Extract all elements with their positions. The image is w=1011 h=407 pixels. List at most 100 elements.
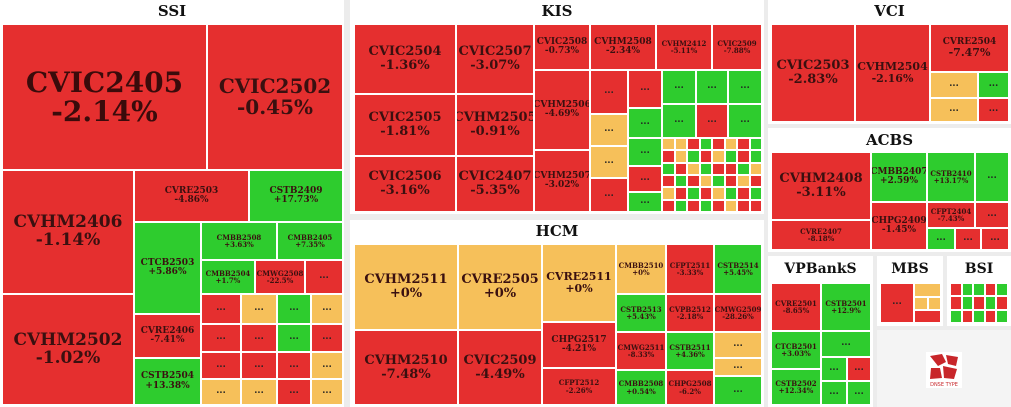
mini-tile[interactable]	[674, 187, 687, 200]
tile-ssi-4[interactable]: CVRE2503 -4.86%	[134, 170, 249, 222]
tile-kis-3[interactable]: CVIC2508 -0.73%	[534, 24, 590, 70]
tile-kis-more-c[interactable]: ...	[662, 70, 696, 104]
tile-vci-more-a[interactable]: ...	[930, 72, 978, 98]
tile-vpbanks-more-d[interactable]: ...	[821, 381, 847, 405]
tile-vpbanks-3[interactable]: CTCB2501 +3.03%	[771, 331, 821, 369]
mini-tile[interactable]	[662, 174, 675, 188]
mini-tile[interactable]	[724, 187, 737, 200]
tile-kis-more-n[interactable]: ...	[628, 166, 662, 192]
mini-tile[interactable]	[674, 150, 687, 163]
mini-tile[interactable]	[674, 199, 687, 212]
mini-tile[interactable]	[699, 199, 712, 212]
tile-kis-more-h[interactable]: ...	[662, 104, 696, 138]
tile-ssi-more-e[interactable]: ...	[311, 294, 343, 324]
tile-kis-more-i[interactable]: ...	[696, 104, 728, 138]
tile-kis-2[interactable]: CVIC2507 -3.07%	[456, 24, 534, 94]
mini-tile[interactable]	[712, 187, 725, 200]
mini-tile[interactable]	[749, 187, 762, 200]
mini-tile[interactable]	[928, 297, 941, 310]
mini-tile[interactable]	[724, 138, 737, 151]
mini-tile[interactable]	[687, 187, 700, 200]
tile-acbs-3[interactable]: CSTB2410 +13.17%	[927, 152, 975, 202]
tile-mbs-more-a[interactable]: ...	[880, 283, 914, 323]
mini-tile[interactable]	[687, 150, 700, 163]
tile-hcm-11[interactable]: CMWG2511 -8.33%	[616, 332, 666, 370]
tile-ssi-more-k[interactable]: ...	[241, 352, 277, 379]
tile-ssi-more-a[interactable]: ...	[305, 260, 343, 294]
tile-vpbanks-more-b[interactable]: ...	[821, 357, 847, 381]
tile-kis-more-b[interactable]: ...	[628, 70, 662, 108]
tile-ssi-more-f[interactable]: ...	[201, 324, 241, 352]
tile-ssi-3[interactable]: CVHM2406 -1.14%	[2, 170, 134, 294]
mini-tile[interactable]	[724, 174, 737, 188]
mini-tile[interactable]	[662, 138, 675, 151]
tile-ssi-more-g[interactable]: ...	[241, 324, 277, 352]
mini-tile[interactable]	[699, 138, 712, 151]
tile-vpbanks-more-e[interactable]: ...	[847, 381, 871, 405]
mini-tile[interactable]	[996, 309, 1008, 323]
tile-ssi-9[interactable]: CMBB2405 +7.35%	[277, 222, 343, 260]
tile-vci-more-d[interactable]: ...	[978, 98, 1009, 122]
tile-acbs-2[interactable]: CMBB2407 +2.59%	[871, 152, 927, 202]
mini-tile[interactable]	[687, 199, 700, 212]
tile-hcm-2[interactable]: CVRE2505 +0%	[458, 244, 542, 330]
mini-tile[interactable]	[996, 283, 1008, 297]
tile-ssi-10[interactable]: CMBB2504 +1.7%	[201, 260, 255, 294]
tile-ssi-more-p[interactable]: ...	[277, 379, 311, 405]
mini-tile[interactable]	[961, 283, 974, 297]
mini-tile[interactable]	[950, 309, 962, 323]
tile-acbs-6[interactable]: CFPT2404 -7.43%	[927, 202, 975, 228]
mini-tile[interactable]	[687, 162, 700, 175]
tile-vci-3[interactable]: CVRE2504 -7.47%	[930, 24, 1009, 72]
tile-ssi-more-b[interactable]: ...	[201, 294, 241, 324]
tile-kis-11[interactable]: CVIC2407 -5.35%	[456, 156, 534, 212]
mini-tile[interactable]	[712, 174, 725, 188]
mini-tile[interactable]	[749, 150, 762, 163]
mini-tile[interactable]	[674, 174, 687, 188]
tile-kis-more-a[interactable]: ...	[590, 70, 628, 114]
tile-kis-5[interactable]: CVHM2412 -5.11%	[656, 24, 712, 70]
tile-hcm-17[interactable]: CMBB2508 +0.54%	[616, 370, 666, 405]
tile-ssi-more-i[interactable]: ...	[311, 324, 343, 352]
tile-vci-1[interactable]: CVIC2503 -2.83%	[771, 24, 855, 122]
tile-vci-more-b[interactable]: ...	[978, 72, 1009, 98]
mini-tile[interactable]	[699, 187, 712, 200]
tile-ssi-more-n[interactable]: ...	[201, 379, 241, 405]
mini-tile[interactable]	[662, 150, 675, 163]
tile-kis-6[interactable]: CVIC2509 -7.88%	[712, 24, 762, 70]
tile-kis-12[interactable]: CVHM2507 -3.02%	[534, 150, 590, 212]
tile-acbs-1[interactable]: CVHM2408 -3.11%	[771, 152, 871, 220]
mini-tile[interactable]	[914, 310, 941, 323]
mini-tile[interactable]	[914, 297, 928, 310]
mini-tile[interactable]	[737, 174, 750, 188]
mini-tile[interactable]	[737, 187, 750, 200]
tile-kis-more-l[interactable]: ...	[628, 138, 662, 166]
mini-tile[interactable]	[973, 296, 985, 310]
tile-ssi-more-d[interactable]: ...	[277, 294, 311, 324]
tile-hcm-16[interactable]: CFPT2512 -2.26%	[542, 368, 616, 405]
mini-tile[interactable]	[749, 162, 762, 175]
tile-hcm-12[interactable]: CSTB2511 +4.36%	[666, 332, 714, 370]
tile-kis-7[interactable]: CVIC2505 -1.81%	[354, 94, 456, 156]
tile-kis-9[interactable]: CVHM2506 -4.69%	[534, 70, 590, 150]
mini-tile[interactable]	[674, 138, 687, 151]
mini-tile[interactable]	[674, 162, 687, 175]
tile-vci-more-c[interactable]: ...	[930, 98, 978, 122]
tile-acbs-more-d[interactable]: ...	[955, 228, 981, 250]
mini-tile[interactable]	[724, 199, 737, 212]
tile-hcm-4[interactable]: CMBB2510 +0%	[616, 244, 666, 294]
tile-ssi-more-m[interactable]: ...	[311, 352, 343, 379]
tile-vpbanks-4[interactable]: CSTB2502 +12.34%	[771, 369, 821, 405]
tile-ssi-11[interactable]: CMWG2508 -22.5%	[255, 260, 305, 294]
mini-tile[interactable]	[914, 283, 941, 297]
tile-ssi-1[interactable]: CVIC2405 -2.14%	[2, 24, 207, 170]
tile-ssi-more-o[interactable]: ...	[241, 379, 277, 405]
tile-acbs-more-b[interactable]: ...	[975, 202, 1009, 228]
tile-hcm-7[interactable]: CSTB2513 +5.43%	[616, 294, 666, 332]
tile-ssi-6[interactable]: CVHM2502 -1.02%	[2, 294, 134, 405]
tile-kis-more-o[interactable]: ...	[628, 192, 662, 212]
mini-tile[interactable]	[724, 150, 737, 163]
mini-tile[interactable]	[712, 150, 725, 163]
mini-tile[interactable]	[984, 283, 997, 297]
tile-hcm-5[interactable]: CFPT2511 -3.33%	[666, 244, 714, 294]
